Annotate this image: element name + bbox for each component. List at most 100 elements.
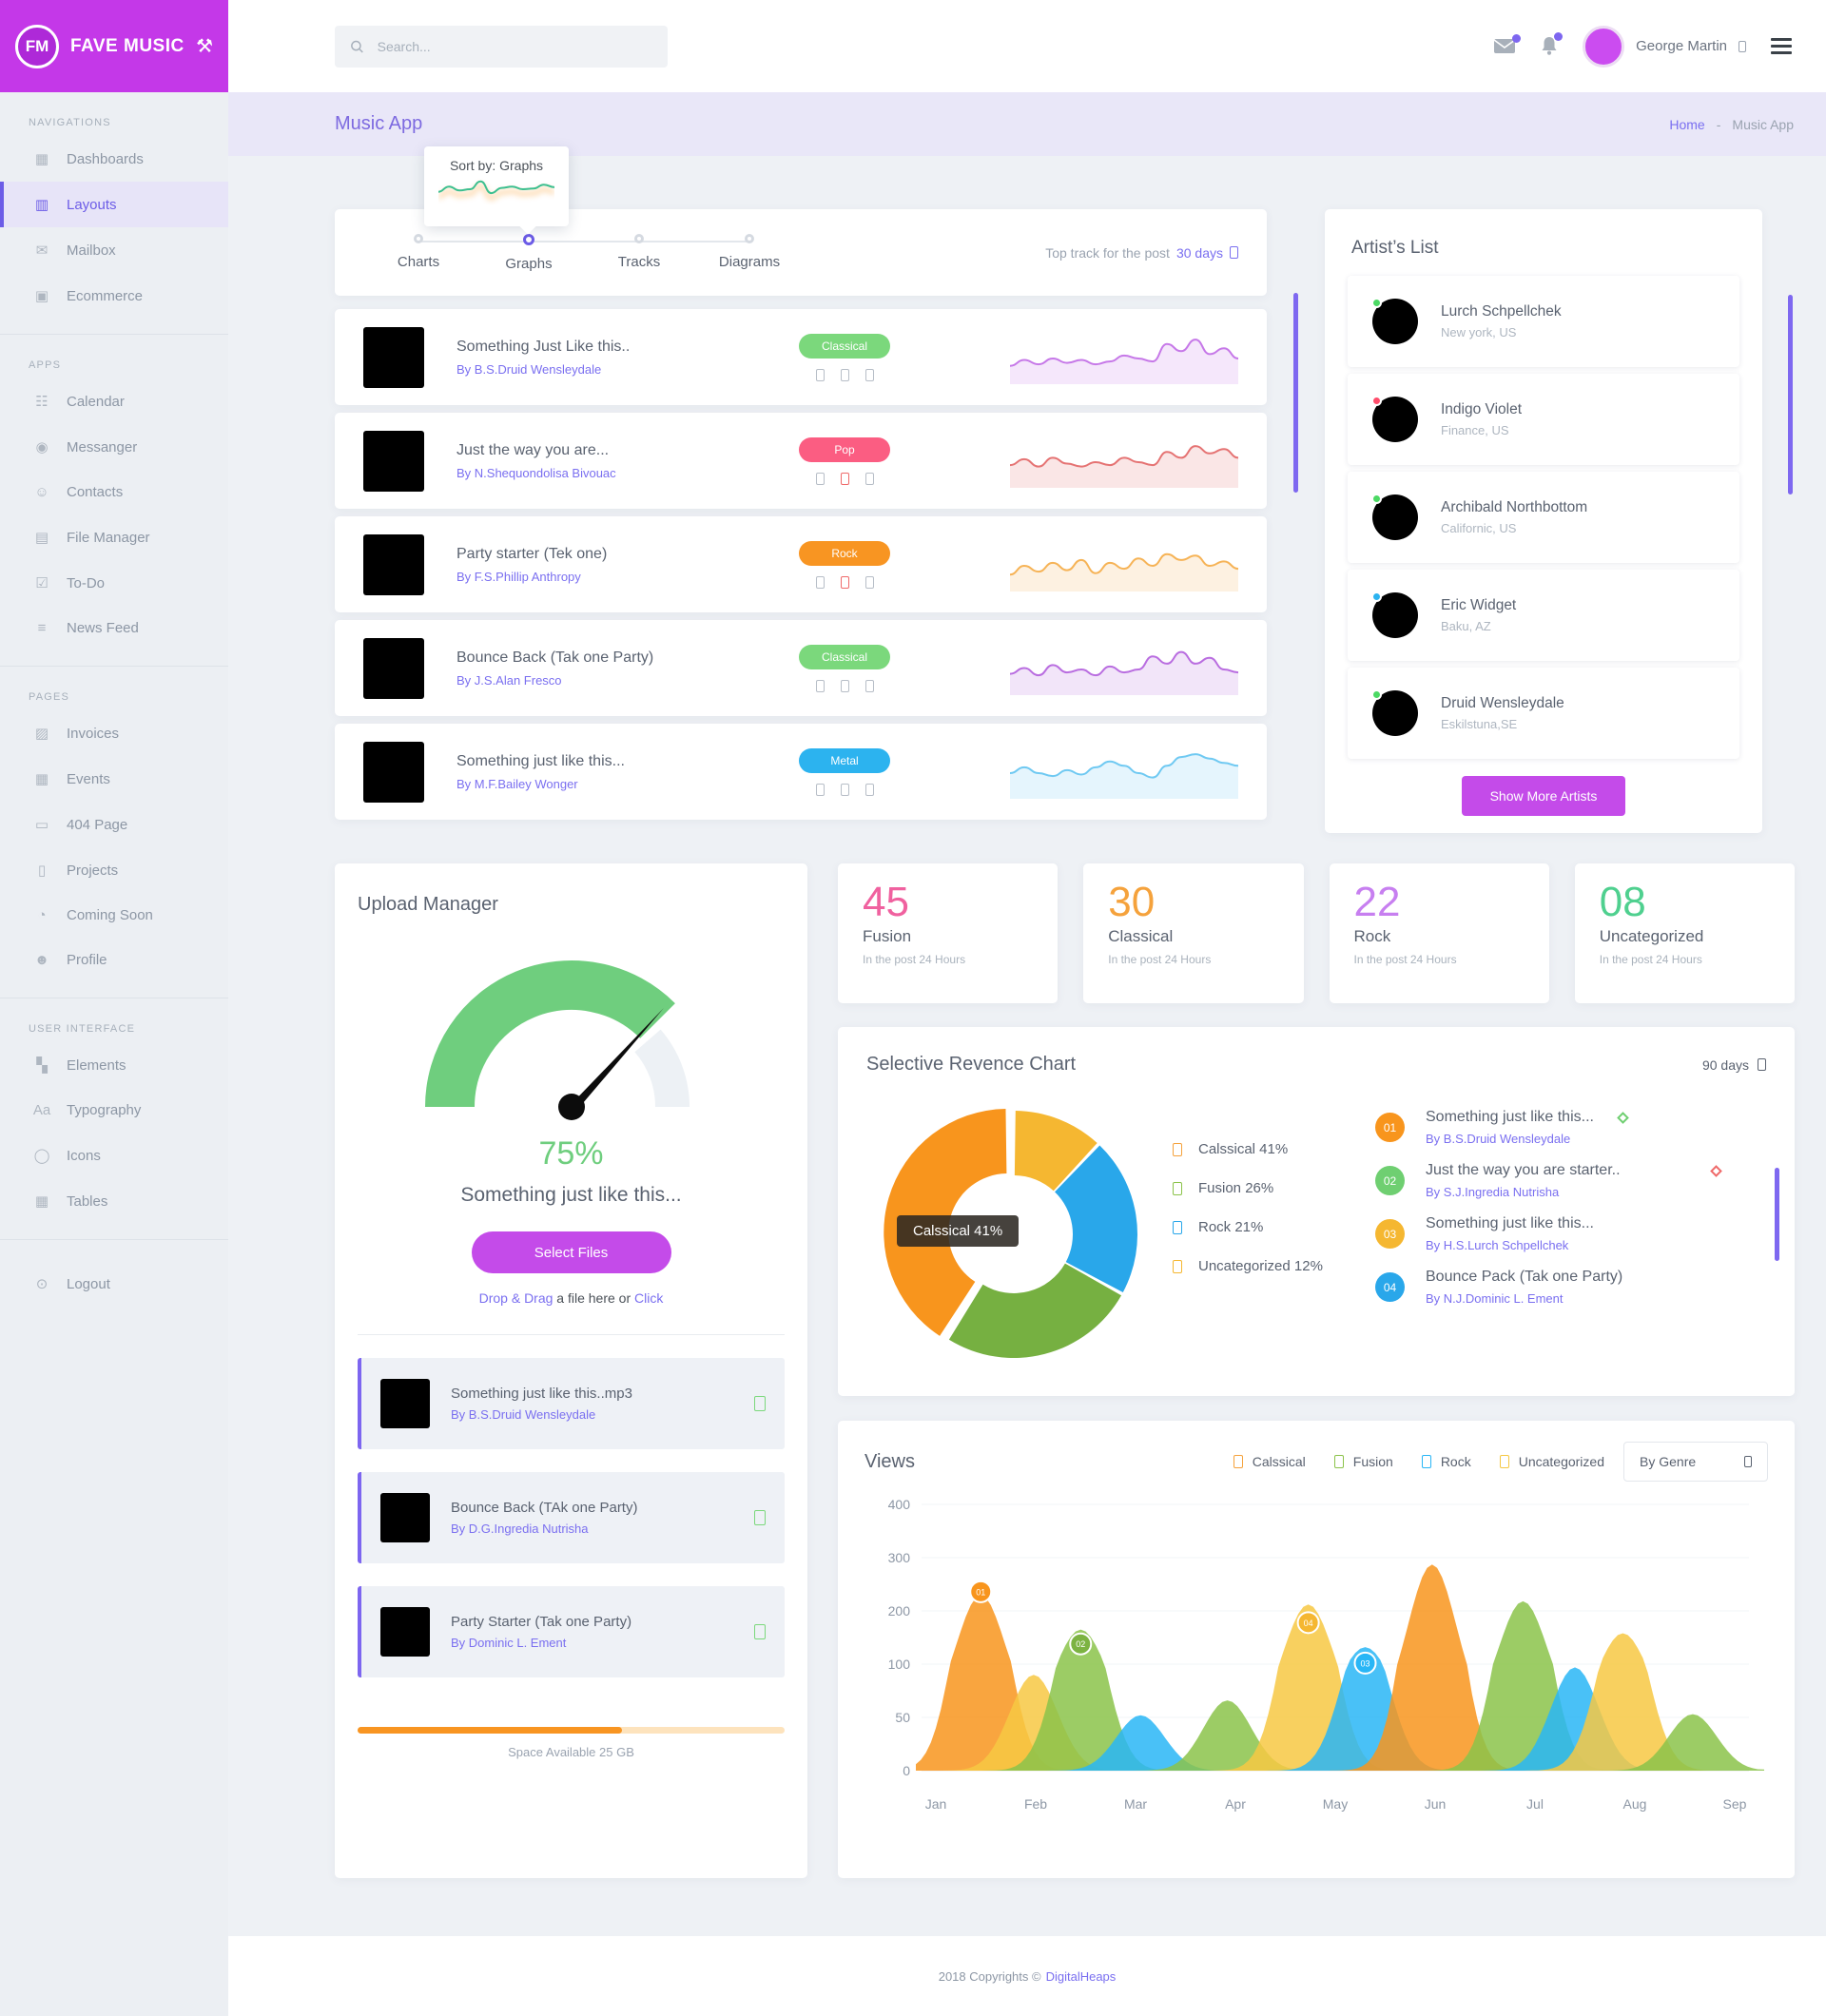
step-charts[interactable]: Charts (363, 233, 474, 272)
sidebar-item-layouts[interactable]: ▥ Layouts (0, 182, 228, 227)
track-artist-link[interactable]: By B.S.Druid Wensleydale (456, 361, 602, 377)
favorite-icon[interactable] (840, 368, 849, 381)
calendar-placeholder-icon[interactable] (1758, 1058, 1766, 1071)
sidebar-item-dashboards[interactable]: ▦ Dashboards (0, 136, 228, 182)
top-track-row[interactable]: 02 Just the way you are starter.. By S.J.I… (1375, 1162, 1775, 1199)
search-input[interactable] (375, 37, 652, 55)
download-icon[interactable] (815, 575, 825, 589)
favorite-icon[interactable] (840, 679, 849, 692)
views-legend-fusion[interactable]: Fusion (1333, 1454, 1393, 1469)
step-graphs[interactable]: Graphs (474, 233, 584, 272)
donut-slice-uncategorized[interactable] (1014, 1111, 1098, 1192)
views-legend-uncategorized[interactable]: Uncategorized (1499, 1454, 1604, 1469)
footer-brand-link[interactable]: DigitalHeaps (1045, 1968, 1117, 1984)
legend-item-uncategorized-12[interactable]: Uncategorized 12% (1173, 1258, 1323, 1274)
genre-badge[interactable]: Metal (799, 747, 890, 773)
select-files-button[interactable]: Select Files (471, 1231, 671, 1273)
upload-file-item[interactable]: Something just like this..mp3 By B.S.Drui… (358, 1358, 785, 1449)
artist-row[interactable]: Eric Widget Baku, AZ (1348, 570, 1739, 661)
genre-badge[interactable]: Classical (799, 333, 890, 359)
file-artist-link[interactable]: By Dominic L. Ement (451, 1636, 567, 1650)
upload-file-item[interactable]: Bounce Back (TAk one Party) By D.G.Ingred… (358, 1472, 785, 1563)
sidebar-item-logout[interactable]: ⊙ Logout (0, 1261, 228, 1307)
track-row[interactable]: Just the way you are... By N.Shequondolis… (335, 413, 1267, 509)
stepper-period-link[interactable]: 30 days (1175, 244, 1223, 261)
tools-icon[interactable]: ⚒ (196, 36, 213, 57)
top-track-artist-link[interactable]: By N.J.Dominic L. Ement (1426, 1291, 1564, 1306)
user-menu[interactable]: George Martin (1583, 25, 1746, 68)
track-row[interactable]: Something just like this... By M.F.Bailey… (335, 724, 1267, 820)
calendar-placeholder-icon[interactable] (1230, 246, 1238, 259)
download-icon[interactable] (815, 679, 825, 692)
artist-row[interactable]: Archibald Northbottom Californic, US (1348, 472, 1739, 563)
track-row[interactable]: Bounce Back (Tak one Party) By J.S.Alan F… (335, 620, 1267, 716)
genre-badge[interactable]: Classical (799, 644, 890, 669)
sidebar-item-calendar[interactable]: ☷ Calendar (0, 378, 228, 424)
mail-button[interactable] (1493, 34, 1522, 54)
legend-item-calssical-41[interactable]: Calssical 41% (1173, 1141, 1323, 1157)
sidebar-item-coming-soon[interactable]: ◔ Coming Soon (0, 893, 228, 938)
favorite-icon[interactable] (840, 472, 849, 485)
list-scrollbar[interactable] (1775, 1168, 1779, 1261)
download-icon[interactable] (815, 783, 825, 796)
sidebar-item-elements[interactable]: ▚ Elements (0, 1042, 228, 1088)
step-diagrams[interactable]: Diagrams (694, 233, 805, 272)
genre-badge[interactable]: Pop (799, 436, 890, 462)
share-icon[interactable] (864, 368, 874, 381)
artist-row[interactable]: Indigo Violet Finance, US (1348, 374, 1739, 465)
top-track-row[interactable]: 03 Something just like this... By H.S.Lurc… (1375, 1215, 1775, 1252)
sidebar-item-news-feed[interactable]: ≡ News Feed (0, 606, 228, 650)
sidebar-item-404-page[interactable]: ▭ 404 Page (0, 802, 228, 847)
file-artist-link[interactable]: By D.G.Ingredia Nutrisha (451, 1522, 589, 1536)
sidebar-item-typography[interactable]: Aa Typography (0, 1088, 228, 1133)
track-artist-link[interactable]: By J.S.Alan Fresco (456, 672, 562, 688)
sidebar-item-tables[interactable]: ▦ Tables (0, 1178, 228, 1224)
track-artist-link[interactable]: By F.S.Phillip Anthropy (456, 569, 581, 584)
artist-row[interactable]: Lurch Schpellchek New york, US (1348, 276, 1739, 367)
top-track-row[interactable]: 04 Bounce Pack (Tak one Party) By N.J.Domi… (1375, 1269, 1775, 1306)
show-more-artists-button[interactable]: Show More Artists (1461, 776, 1626, 816)
notifications-button[interactable] (1541, 32, 1564, 56)
sidebar-item-file-manager[interactable]: ▤ File Manager (0, 514, 228, 560)
top-track-row[interactable]: 01 Something just like this... By B.S.Drui… (1375, 1109, 1775, 1146)
app-logo[interactable]: FM FAVE MUSIC ⚒ (0, 0, 228, 92)
views-legend-rock[interactable]: Rock (1421, 1454, 1471, 1469)
favorite-icon[interactable] (840, 783, 849, 796)
artist-row[interactable]: Druid Wensleydale Eskilstuna,SE (1348, 668, 1739, 759)
sidebar-item-profile[interactable]: ☻ Profile (0, 938, 228, 982)
upload-file-item[interactable]: Party Starter (Tak one Party) By Dominic … (358, 1586, 785, 1677)
sidebar-item-projects[interactable]: ▯ Projects (0, 847, 228, 893)
sidebar-item-invoices[interactable]: ▨ Invoices (0, 710, 228, 756)
sidebar-item-to-do[interactable]: ☑ To-Do (0, 560, 228, 606)
track-artist-link[interactable]: By M.F.Bailey Wonger (456, 776, 578, 791)
track-artist-link[interactable]: By N.Shequondolisa Bivouac (456, 465, 616, 480)
top-track-artist-link[interactable]: By H.S.Lurch Schpellchek (1426, 1238, 1569, 1252)
revence-period-label[interactable]: 90 days (1701, 1056, 1749, 1073)
donut-slice-fusion[interactable] (948, 1263, 1122, 1358)
sidebar-item-mailbox[interactable]: ✉ Mailbox (0, 227, 228, 273)
click-link[interactable]: Click (634, 1290, 664, 1306)
sidebar-item-events[interactable]: ▦ Events (0, 756, 228, 802)
step-tracks[interactable]: Tracks (584, 233, 694, 272)
menu-icon[interactable] (1771, 38, 1792, 54)
legend-item-fusion-26[interactable]: Fusion 26% (1173, 1180, 1323, 1196)
tracks-scrollbar[interactable] (1293, 293, 1298, 493)
artists-scrollbar[interactable] (1788, 295, 1793, 494)
sidebar-item-messanger[interactable]: ◉ Messanger (0, 424, 228, 470)
file-artist-link[interactable]: By B.S.Druid Wensleydale (451, 1407, 596, 1422)
breadcrumb-home[interactable]: Home (1669, 116, 1705, 132)
legend-item-rock-21[interactable]: Rock 21% (1173, 1219, 1323, 1235)
share-icon[interactable] (864, 575, 874, 589)
download-icon[interactable] (815, 472, 825, 485)
sidebar-item-contacts[interactable]: ☺ Contacts (0, 470, 228, 514)
views-legend-calssical[interactable]: Calssical (1233, 1454, 1306, 1469)
track-row[interactable]: Something Just Like this.. By B.S.Druid W… (335, 309, 1267, 405)
share-icon[interactable] (864, 472, 874, 485)
share-icon[interactable] (864, 783, 874, 796)
share-icon[interactable] (864, 679, 874, 692)
sidebar-item-icons[interactable]: ◯ Icons (0, 1133, 228, 1178)
download-icon[interactable] (815, 368, 825, 381)
track-row[interactable]: Party starter (Tek one) By F.S.Phillip An… (335, 516, 1267, 612)
drop-drag-link[interactable]: Drop & Drag (478, 1290, 554, 1306)
top-track-artist-link[interactable]: By B.S.Druid Wensleydale (1426, 1132, 1571, 1146)
